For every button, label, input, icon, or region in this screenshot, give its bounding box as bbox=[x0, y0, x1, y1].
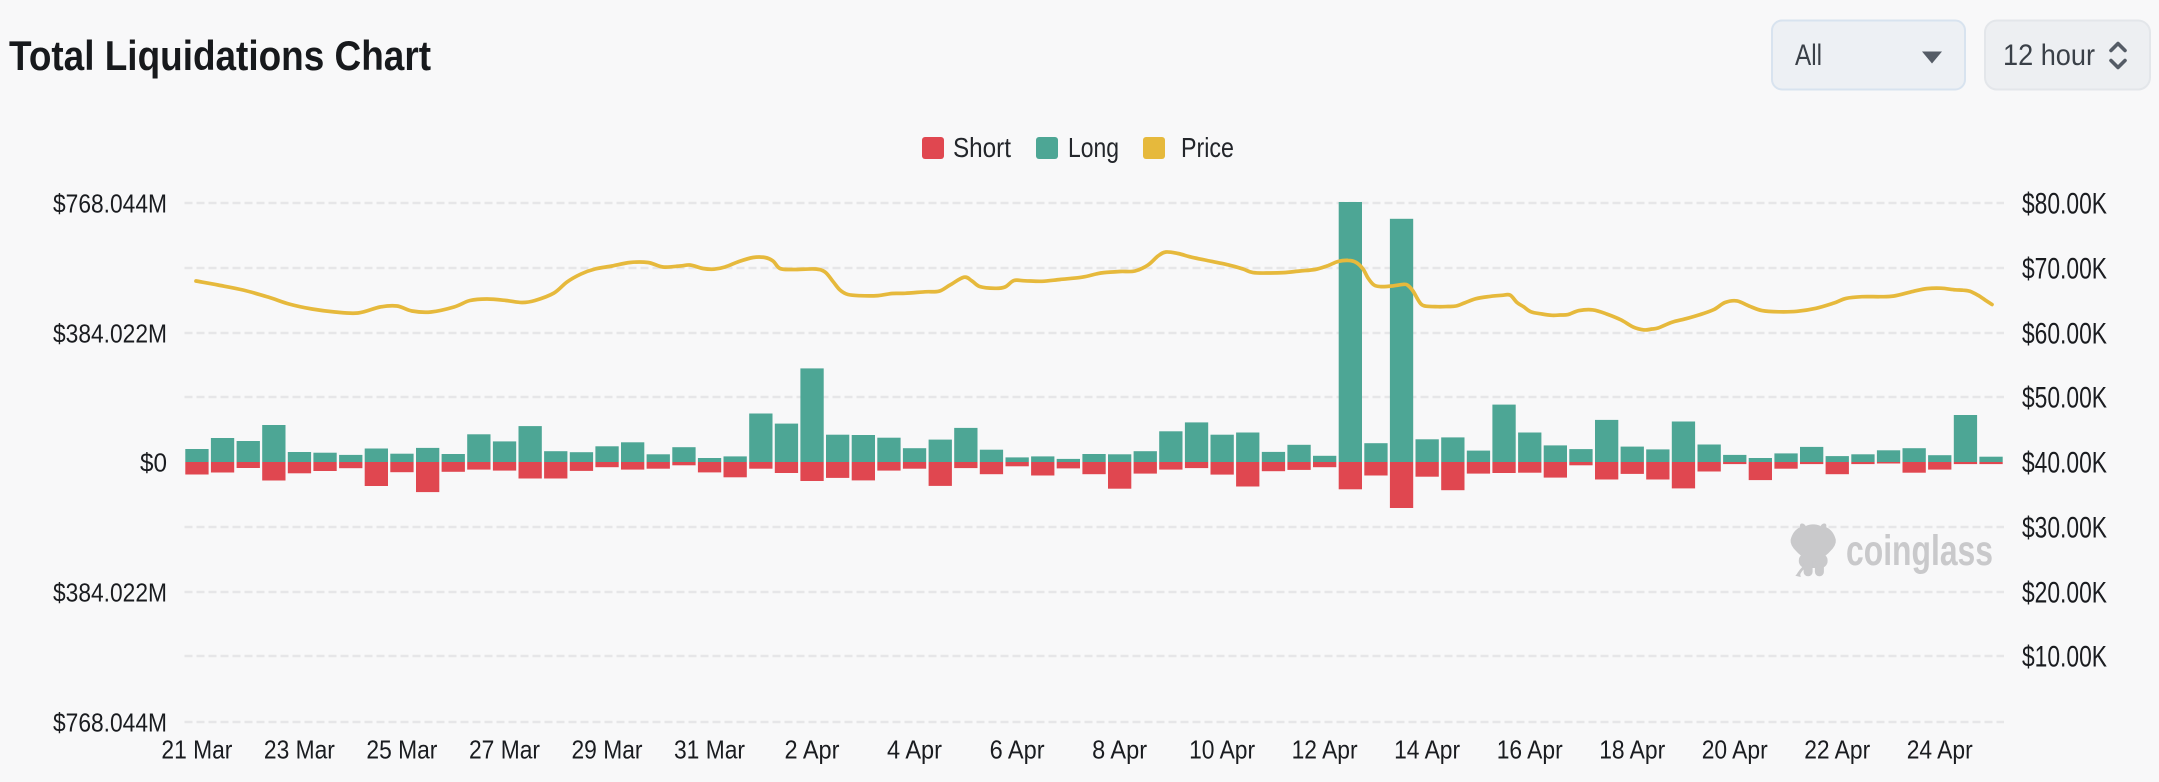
svg-text:23 Mar: 23 Mar bbox=[264, 735, 335, 765]
svg-text:24 Apr: 24 Apr bbox=[1907, 735, 1973, 765]
svg-text:$40.00K: $40.00K bbox=[2022, 447, 2107, 480]
svg-text:$384.022M: $384.022M bbox=[53, 319, 167, 349]
svg-text:27 Mar: 27 Mar bbox=[469, 735, 540, 765]
svg-text:$384.022M: $384.022M bbox=[53, 578, 167, 608]
svg-text:All: All bbox=[1795, 39, 1822, 72]
svg-text:$0: $0 bbox=[140, 448, 167, 478]
svg-text:29 Mar: 29 Mar bbox=[572, 735, 643, 765]
svg-text:18 Apr: 18 Apr bbox=[1599, 735, 1665, 765]
svg-text:$20.00K: $20.00K bbox=[2022, 577, 2107, 610]
svg-text:$768.044M: $768.044M bbox=[53, 708, 167, 738]
svg-text:6 Apr: 6 Apr bbox=[990, 735, 1045, 765]
svg-text:14 Apr: 14 Apr bbox=[1394, 735, 1460, 765]
svg-text:$70.00K: $70.00K bbox=[2022, 253, 2107, 286]
svg-text:31 Mar: 31 Mar bbox=[674, 735, 745, 765]
svg-text:2 Apr: 2 Apr bbox=[785, 735, 840, 765]
svg-text:Long: Long bbox=[1068, 132, 1119, 163]
svg-text:21 Mar: 21 Mar bbox=[161, 735, 232, 765]
svg-text:$10.00K: $10.00K bbox=[2022, 641, 2107, 674]
svg-text:25 Mar: 25 Mar bbox=[366, 735, 437, 765]
svg-text:coinglass: coinglass bbox=[1846, 527, 1993, 575]
svg-text:10 Apr: 10 Apr bbox=[1189, 735, 1255, 765]
svg-text:22 Apr: 22 Apr bbox=[1804, 735, 1870, 765]
svg-text:$768.044M: $768.044M bbox=[53, 189, 167, 219]
svg-text:$30.00K: $30.00K bbox=[2022, 512, 2107, 545]
svg-text:4 Apr: 4 Apr bbox=[887, 735, 942, 765]
svg-text:$50.00K: $50.00K bbox=[2022, 382, 2107, 415]
svg-text:12 Apr: 12 Apr bbox=[1292, 735, 1358, 765]
svg-text:20 Apr: 20 Apr bbox=[1702, 735, 1768, 765]
svg-text:$80.00K: $80.00K bbox=[2022, 188, 2107, 221]
svg-text:16 Apr: 16 Apr bbox=[1497, 735, 1563, 765]
svg-text:12 hour: 12 hour bbox=[2003, 39, 2095, 72]
svg-text:Short: Short bbox=[953, 132, 1011, 163]
svg-text:$60.00K: $60.00K bbox=[2022, 318, 2107, 351]
svg-text:Total Liquidations Chart: Total Liquidations Chart bbox=[9, 32, 431, 79]
svg-text:8 Apr: 8 Apr bbox=[1092, 735, 1147, 765]
svg-text:Price: Price bbox=[1181, 132, 1234, 163]
